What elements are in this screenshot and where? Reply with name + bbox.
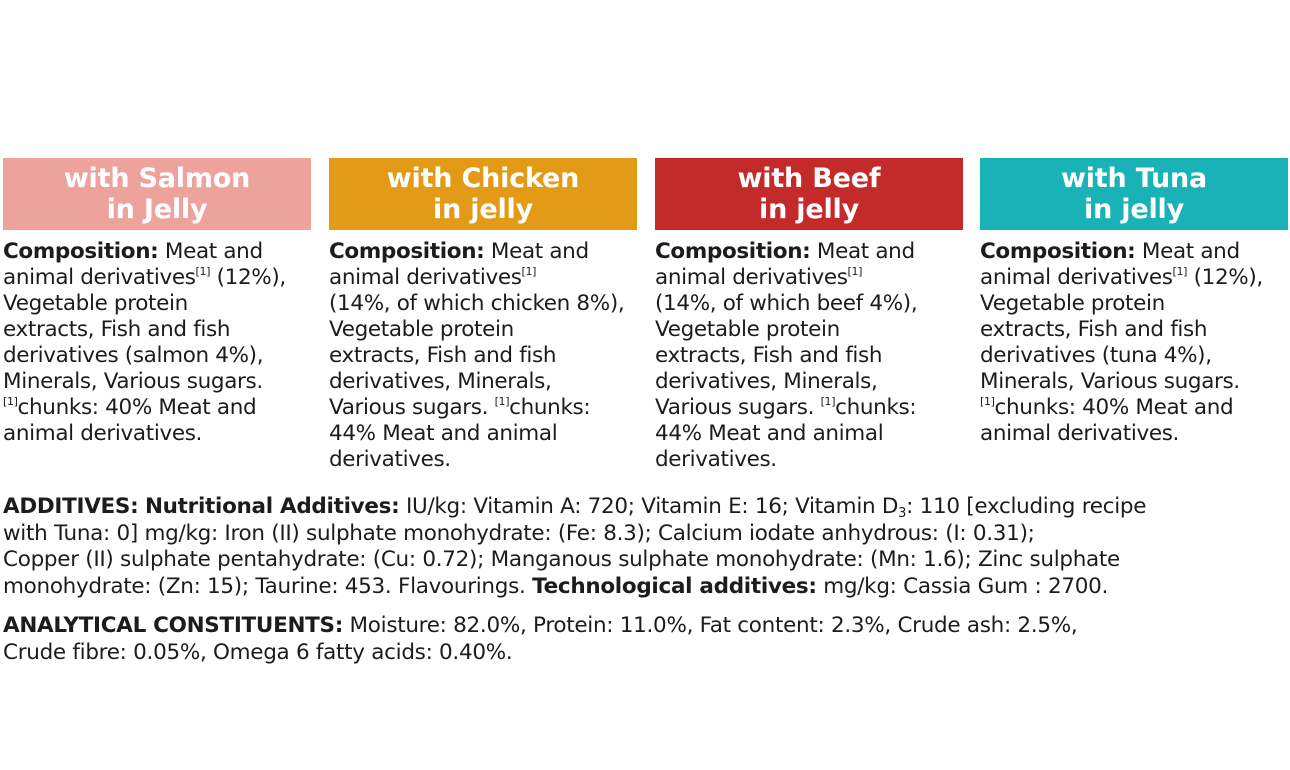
footnote-marker: [1]	[521, 265, 537, 278]
variety-title-line2: in jelly	[433, 194, 533, 225]
vitamin-d-subscript: 3	[898, 506, 907, 521]
composition-line: animal derivatives.	[3, 421, 203, 446]
composition-line: extracts, Fish and fish	[980, 317, 1208, 342]
variety-salmon: with Salmon in Jelly Composition: Meat a…	[3, 158, 311, 447]
variety-title-line1: with Tuna	[1060, 163, 1208, 194]
composition-line: Vegetable protein	[980, 291, 1165, 316]
composition-line: (14%, of which chicken 8%),	[329, 291, 625, 316]
additives-text: Copper (II) sulphate pentahydrate: (Cu: …	[3, 547, 1120, 572]
variety-title-line2: in Jelly	[106, 194, 208, 225]
footnote-marker: [1]	[820, 395, 836, 408]
composition-line: derivatives (salmon 4%),	[3, 343, 264, 368]
additives-text: mg/kg: Cassia Gum : 2700.	[816, 573, 1109, 599]
composition-line: Vegetable protein	[655, 317, 840, 342]
composition-line: animal derivatives	[655, 265, 848, 290]
composition-line: animal derivatives	[980, 265, 1173, 290]
analytical-label: ANALYTICAL CONSTITUENTS:	[3, 613, 344, 638]
footnote-marker: [1]	[847, 265, 863, 278]
composition-line: Vegetable protein	[329, 317, 514, 342]
additives-section: ADDITIVES: Nutritional Additives: IU/kg:…	[3, 494, 1283, 600]
composition-line: Minerals, Various sugars.	[3, 369, 263, 394]
composition-line: chunks:	[835, 395, 917, 420]
composition-line: chunks: 40% Meat and	[17, 395, 257, 420]
composition-line: extracts, Fish and fish	[329, 343, 557, 368]
analytical-text: Moisture: 82.0%, Protein: 11.0%, Fat con…	[343, 613, 1078, 638]
variety-header-salmon: with Salmon in Jelly	[3, 158, 311, 230]
composition-line: animal derivatives	[329, 265, 522, 290]
composition-line: derivatives (tuna 4%),	[980, 343, 1212, 368]
variety-beef: with Beef in jelly Composition: Meat and…	[655, 158, 963, 473]
composition-line: animal derivatives	[3, 265, 196, 290]
composition-line: derivatives, Minerals,	[655, 369, 878, 394]
composition-line: Meat and	[810, 239, 915, 264]
footnote-marker: [1]	[980, 395, 995, 408]
analytical-constituents-section: ANALYTICAL CONSTITUENTS: Moisture: 82.0%…	[3, 613, 1283, 666]
composition-line: 44% Meat and animal	[655, 421, 884, 446]
footnote-marker: [1]	[494, 395, 510, 408]
composition-line: extracts, Fish and fish	[655, 343, 883, 368]
variety-header-tuna: with Tuna in jelly	[980, 158, 1288, 230]
composition-label: Composition:	[655, 239, 811, 264]
composition-line: (14%, of which beef 4%),	[655, 291, 918, 316]
composition-line: Meat and	[484, 239, 589, 264]
additives-text: with Tuna: 0] mg/kg: Iron (II) sulphate …	[3, 520, 1035, 546]
composition-text: Composition: Meat and animal derivatives…	[3, 239, 311, 447]
additives-label: ADDITIVES:	[3, 494, 139, 519]
variety-chicken: with Chicken in jelly Composition: Meat …	[329, 158, 637, 473]
composition-line: derivatives.	[329, 447, 451, 472]
composition-line: derivatives, Minerals,	[329, 369, 552, 394]
composition-line: derivatives.	[655, 447, 777, 472]
composition-line: Various sugars.	[329, 395, 495, 420]
composition-line: chunks:	[509, 395, 591, 420]
composition-line: extracts, Fish and fish	[3, 317, 231, 342]
composition-label: Composition:	[329, 239, 485, 264]
variety-title-line1: with Chicken	[386, 163, 580, 194]
additives-text: monohydrate: (Zn: 15); Taurine: 453. Fla…	[3, 573, 533, 599]
composition-label: Composition:	[980, 239, 1136, 264]
variety-title-line1: with Salmon	[63, 163, 251, 194]
analytical-text: Crude fibre: 0.05%, Omega 6 fatty acids:…	[3, 639, 513, 665]
composition-line: Meat and	[158, 239, 263, 264]
label-panel	[0, 155, 1290, 667]
variety-tuna: with Tuna in jelly Composition: Meat and…	[980, 158, 1288, 447]
variety-title-line2: in jelly	[1084, 194, 1184, 225]
composition-text: Composition: Meat and animal derivatives…	[655, 239, 963, 473]
composition-line: Various sugars.	[655, 395, 821, 420]
variety-header-beef: with Beef in jelly	[655, 158, 963, 230]
composition-line: Minerals, Various sugars.	[980, 369, 1240, 394]
variety-title-line2: in jelly	[759, 194, 859, 225]
composition-line: Meat and	[1135, 239, 1240, 264]
nutritional-additives-label: Nutritional Additives:	[144, 494, 400, 519]
composition-text: Composition: Meat and animal derivatives…	[329, 239, 637, 473]
composition-line: Vegetable protein	[3, 291, 188, 316]
variety-title-line1: with Beef	[737, 163, 881, 194]
additives-text: IU/kg: Vitamin A: 720; Vitamin E: 16; Vi…	[399, 494, 899, 519]
variety-header-chicken: with Chicken in jelly	[329, 158, 637, 230]
composition-line: (12%),	[210, 265, 287, 290]
footnote-marker: [1]	[1172, 265, 1188, 278]
composition-label: Composition:	[3, 239, 159, 264]
composition-line: chunks: 40% Meat and	[994, 395, 1234, 420]
additives-text: : 110 [excluding recipe	[906, 494, 1147, 519]
footnote-marker: [1]	[195, 265, 211, 278]
composition-line: 44% Meat and animal	[329, 421, 558, 446]
technological-additives-label: Technological additives:	[532, 573, 817, 599]
composition-line: (12%),	[1187, 265, 1264, 290]
composition-line: animal derivatives.	[980, 421, 1180, 446]
footnote-marker: [1]	[3, 395, 18, 408]
composition-text: Composition: Meat and animal derivatives…	[980, 239, 1288, 447]
